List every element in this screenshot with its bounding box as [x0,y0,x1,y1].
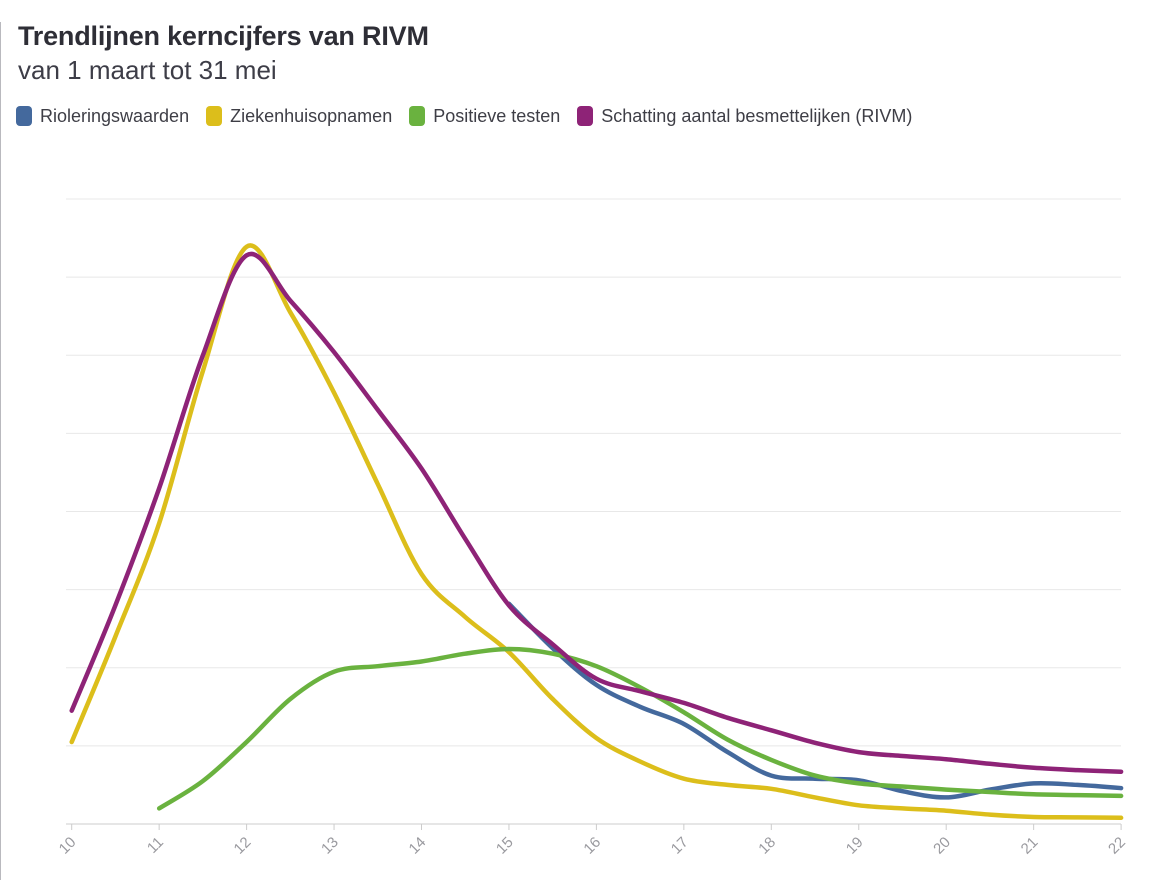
x-tick-label: 19 [843,834,867,858]
legend-item-schatting-besmettelijken[interactable]: Schatting aantal besmettelijken (RIVM) [577,106,912,127]
x-tick-label: 20 [930,834,954,858]
x-tick-label: 10 [56,834,80,858]
legend-swatch [577,106,594,127]
legend-item-ziekenhuisopnamen[interactable]: Ziekenhuisopnamen [206,106,392,127]
series-line-rioleringswaarden [506,601,1124,800]
window-left-border [0,22,1,880]
trend-chart: 10 11 12 13 14 15 16 17 18 19 20 21 22 [56,198,1129,858]
x-tick-label: 17 [668,834,692,858]
legend-item-label: Rioleringswaarden [40,105,190,126]
series-line-schatting-besmettelijken [69,251,1124,774]
x-tick-label: 18 [755,834,779,858]
legend-swatch [206,106,223,127]
x-tick-label: 21 [1018,834,1042,858]
legend-item-label: Positieve testen [433,105,561,126]
legend-swatch [16,106,32,127]
legend-item-rioleringswaarden[interactable]: Rioleringswaarden [16,106,189,127]
series-line-ziekenhuisopnamen [69,243,1124,821]
x-tick-label: 15 [493,834,517,858]
chart-title: Trendlijnen kerncijfers van RIVM [18,21,429,51]
x-tick-label: 22 [1105,834,1129,858]
legend-swatch [409,106,426,127]
x-tick-label: 12 [231,834,255,858]
series-line-positieve-testen [156,646,1124,811]
page-root: { "header": { "title": "Trendlijnen kern… [0,22,1149,880]
x-tick-label: 11 [144,834,167,857]
legend-item-label: Schatting aantal besmettelijken (RIVM) [601,105,913,126]
x-tick-label: 13 [318,834,342,858]
x-tick-label: 14 [406,834,430,858]
legend-item-label: Ziekenhuisopnamen [230,105,393,126]
x-tick-label: 16 [580,834,604,858]
chart-subtitle: van 1 maart tot 31 mei [18,55,277,86]
legend: Rioleringswaarden Ziekenhuisopnamen Positi… [16,106,1149,127]
legend-item-positieve-testen[interactable]: Positieve testen [409,106,560,127]
